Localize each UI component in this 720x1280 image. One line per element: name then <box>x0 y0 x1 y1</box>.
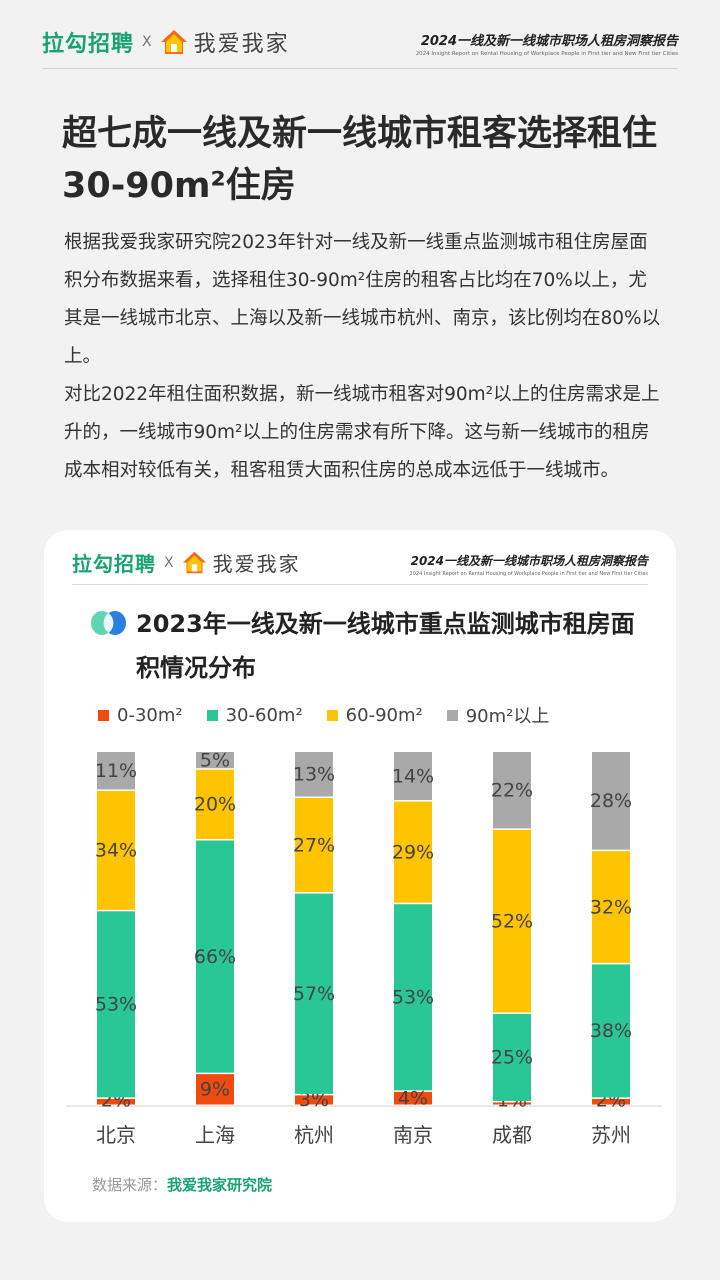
page-header: 拉勾招聘 X 我爱我家 2024一线及新一线城市职场人租房洞察报告 2024 I… <box>42 22 678 69</box>
legend-item-90-plus: 90m²以上 <box>446 702 550 728</box>
bar-segment-60-90 <box>592 851 630 963</box>
data-label: 25% <box>491 1047 533 1069</box>
data-label: 38% <box>590 1020 632 1042</box>
card-brand-logos: 拉勾招聘 X 我爱我家 <box>72 548 301 577</box>
bar-segment-90-plus <box>196 752 234 769</box>
chart-legend: 0-30m² 30-60m² 60-90m² 90m²以上 <box>98 702 573 728</box>
report-subtitle: 2024 Insight Report on Rental Housing of… <box>415 51 678 57</box>
bar-segment-0-30 <box>493 1102 531 1105</box>
legend-swatch-90-plus <box>446 709 458 721</box>
data-label: 9% <box>200 1079 230 1101</box>
bar-segment-30-60 <box>196 840 234 1073</box>
bar-segment-60-90 <box>394 801 432 903</box>
bar-segment-60-90 <box>196 769 234 839</box>
report-badge: 2024一线及新一线城市职场人租房洞察报告 2024 Insight Repor… <box>416 30 678 57</box>
card-cross-mark: X <box>164 554 174 571</box>
legend-label-60-90: 60-90m² <box>345 704 423 726</box>
card-woaiwojia-logo: 我爱我家 <box>212 552 301 576</box>
source-name: 我爱我家研究院 <box>167 1176 273 1194</box>
cross-mark: X <box>142 34 152 50</box>
legend-item-0-30: 0-30m² <box>98 705 183 726</box>
data-label: 34% <box>95 840 137 862</box>
chart-title-icon <box>91 611 126 635</box>
legend-swatch-0-30 <box>98 709 109 721</box>
bar-segment-90-plus <box>394 752 432 801</box>
legend-swatch-60-90 <box>326 709 338 721</box>
legend-label-90-plus: 90m²以上 <box>465 706 550 727</box>
data-label: 27% <box>293 834 335 856</box>
bar-segment-90-plus <box>493 752 531 829</box>
bar-segment-60-90 <box>493 829 531 1013</box>
data-label: 22% <box>491 779 533 801</box>
chart-title: 2023年一线及新一线城市重点监测城市租房面积情况分布 <box>136 610 635 682</box>
category-label: 上海 <box>195 1123 235 1147</box>
data-label: 29% <box>392 841 434 863</box>
bar-segment-90-plus <box>592 752 630 850</box>
category-label: 北京 <box>96 1123 136 1147</box>
data-label: 52% <box>491 910 533 932</box>
data-label: 53% <box>95 994 137 1016</box>
legend-item-30-60: 30-60m² <box>206 704 303 726</box>
report-title: 2024一线及新一线城市职场人租房洞察报告 <box>420 34 678 49</box>
data-label: 53% <box>392 987 434 1009</box>
bar-segment-30-60 <box>97 911 135 1098</box>
bar-segment-30-60 <box>592 964 630 1098</box>
bar-segment-0-30 <box>97 1098 135 1105</box>
card-report-title: 2024一线及新一线城市职场人租房洞察报告 <box>410 554 648 568</box>
category-label: 南京 <box>393 1123 433 1147</box>
lagou-logo: 拉勾招聘 <box>42 32 135 57</box>
paragraph-1: 根据我爱我家研究院2023年针对一线及新一线重点监测城市租住房屋面积分布数据来看… <box>64 232 661 367</box>
bar-segment-30-60 <box>493 1013 531 1101</box>
bar-segment-30-60 <box>295 893 333 1094</box>
data-label: 20% <box>194 794 236 816</box>
legend-swatch-30-60 <box>206 709 218 721</box>
data-label: 4% <box>398 1087 428 1109</box>
data-label: 66% <box>194 946 236 968</box>
bar-segment-60-90 <box>97 790 135 910</box>
stacked-bar-chart: 2%53%34%11%北京9%66%20%5%上海3%57%27%13%杭州4%… <box>66 749 662 1147</box>
card-report-subtitle: 2024 Insight Report on Rental Housing of… <box>409 571 648 577</box>
bar-segment-0-30 <box>592 1098 630 1105</box>
data-label: 32% <box>590 896 632 918</box>
data-label: 13% <box>293 764 335 786</box>
card-report-badge: 2024一线及新一线城市职场人租房洞察报告 2024 Insight Repor… <box>410 552 648 577</box>
bar-segment-0-30 <box>196 1074 234 1105</box>
bar-segment-0-30 <box>295 1095 333 1105</box>
page-headline: 超七成一线及新一线城市租客选择租住30-90m²住房 <box>62 114 658 206</box>
data-label: 5% <box>200 749 230 771</box>
bar-segment-0-30 <box>394 1091 432 1105</box>
source-label: 数据来源： <box>92 1176 168 1194</box>
data-label: 11% <box>95 760 137 782</box>
card-house-logo-icon <box>182 551 206 574</box>
chart-card: 拉勾招聘 X 我爱我家 2024一线及新一线城市职场人租房洞察报告 2024 I… <box>44 530 676 1222</box>
bar-segment-60-90 <box>295 798 333 893</box>
card-lagou-logo: 拉勾招聘 <box>72 552 156 576</box>
bar-segment-90-plus <box>295 752 333 797</box>
data-source: 数据来源：我爱我家研究院 <box>92 1174 272 1195</box>
paragraph-2: 对比2022年租住面积数据，新一线城市租客对90m²以上的住房需求是上升的，一线… <box>64 384 660 481</box>
legend-label-30-60: 30-60m² <box>225 704 303 726</box>
data-label: 14% <box>392 765 434 787</box>
bar-segment-90-plus <box>97 752 135 790</box>
legend-item-60-90: 60-90m² <box>326 704 423 726</box>
bar-segment-30-60 <box>394 904 432 1091</box>
category-label: 苏州 <box>591 1123 631 1147</box>
data-label: 3% <box>299 1089 329 1111</box>
data-label: 57% <box>293 983 335 1005</box>
category-label: 成都 <box>492 1123 532 1147</box>
woaiwojia-logo: 我爱我家 <box>193 32 290 57</box>
data-label: 28% <box>590 790 632 812</box>
house-logo-icon <box>160 30 187 54</box>
category-label: 杭州 <box>294 1123 334 1147</box>
legend-label-0-30: 0-30m² <box>117 704 183 726</box>
card-header: 拉勾招聘 X 我爱我家 2024一线及新一线城市职场人租房洞察报告 2024 I… <box>72 544 648 585</box>
brand-logos: 拉勾招聘 X 我爱我家 <box>42 26 290 58</box>
